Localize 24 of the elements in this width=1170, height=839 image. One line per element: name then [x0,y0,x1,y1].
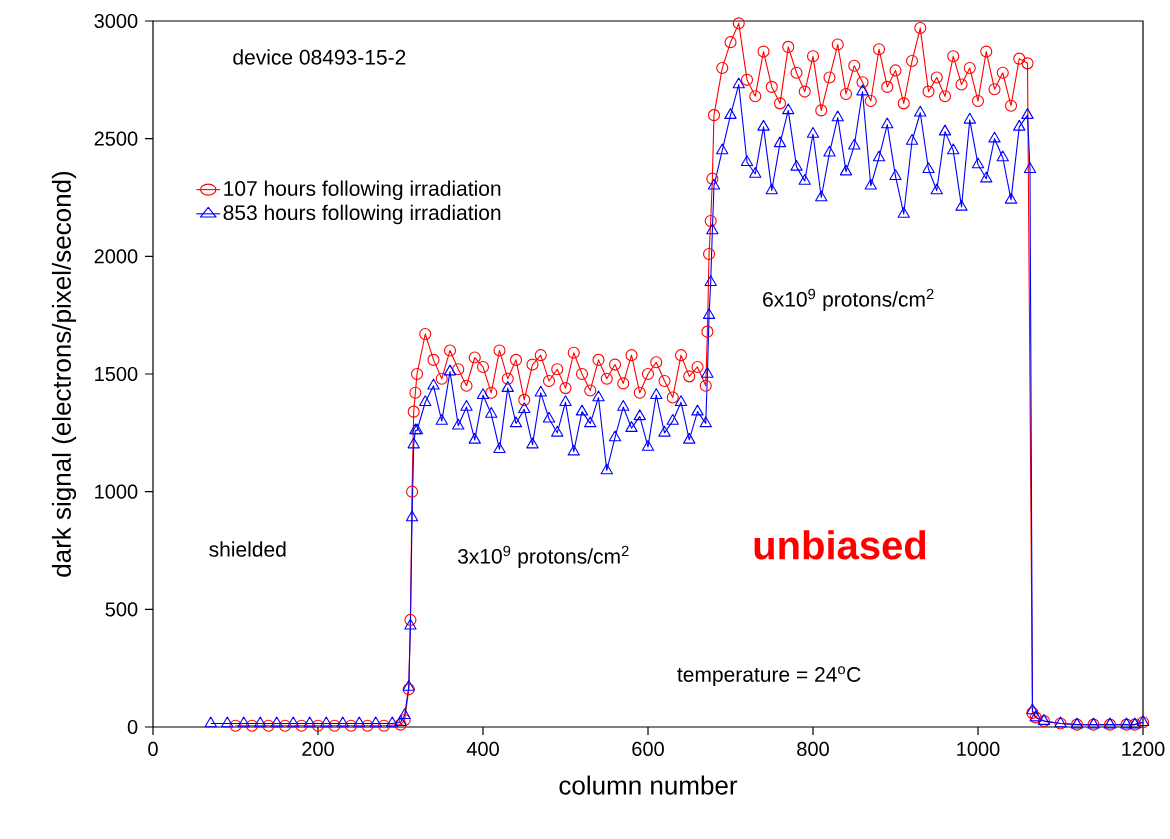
annotation: unbiased [754,530,926,560]
y-axis-title: dark signal (electrons/pixel/second) [51,171,77,577]
y-tick-label: 2500 [94,131,138,146]
annotation: 6x10$^{9}$ protons/cm$^{2}$ [763,288,934,311]
legend-label: 853 hours following irradiation [223,204,501,225]
x-tick-label: 0 [148,741,158,757]
x-tick-label: 800 [797,741,829,757]
x-tick-label: 1200 [1122,741,1165,757]
x-tick-label: 200 [302,741,334,757]
x-tick-label: 1000 [957,741,1000,757]
y-tick-label: 500 [105,602,138,617]
x-tick-label: 400 [466,741,499,757]
y-tick-label: 0 [127,719,138,735]
annotation: shielded [209,541,286,557]
y-tick-label: 1500 [95,366,138,382]
annotation: 3x10$^{9}$ protons/cm$^{2}$ [457,545,629,568]
legend-label: 107 hours following irradiation [224,180,501,201]
y-tick-label: 2000 [94,249,138,264]
x-axis-title: column number [559,775,738,795]
y-tick-label: 3000 [94,13,138,29]
x-tick-label: 600 [632,741,664,757]
y-tick-label: 1000 [95,484,138,499]
annotation: temperature = 24$^{o}$C [677,666,861,687]
annotation: device 08493-15-2 [233,49,406,65]
